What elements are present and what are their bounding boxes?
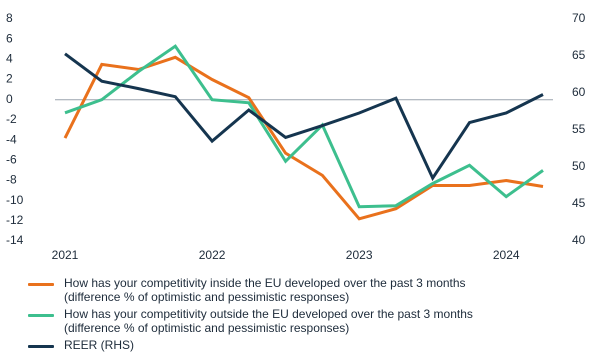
legend-label-inside-eu: How has your competitivity inside the EU… xyxy=(64,276,466,304)
y-left-tick-label: -10 xyxy=(6,193,24,207)
legend-item-outside-eu: How has your competitivity outside the E… xyxy=(28,307,594,335)
y-right-tick-label: 40 xyxy=(572,233,586,247)
legend-swatch-inside-eu xyxy=(28,283,54,286)
y-left-axis: 8 6 4 2 0 -2 -4 -6 -8 -10 -12 -14 xyxy=(6,11,24,247)
y-right-tick-label: 50 xyxy=(572,159,586,173)
series-line-inside-eu xyxy=(63,55,544,221)
legend-item-inside-eu: How has your competitivity inside the EU… xyxy=(28,276,594,304)
y-right-tick-label: 60 xyxy=(572,85,586,99)
y-left-tick-label: -4 xyxy=(6,132,17,146)
x-tick-label: 2024 xyxy=(493,248,520,262)
y-left-tick-label: 4 xyxy=(6,52,13,66)
x-axis: 2021 2022 2023 2024 xyxy=(52,248,520,262)
legend-swatch-reer xyxy=(28,345,54,348)
y-left-tick-label: 6 xyxy=(6,31,13,45)
y-left-tick-label: 8 xyxy=(6,11,13,25)
y-left-tick-label: 0 xyxy=(6,92,13,106)
x-tick-label: 2023 xyxy=(346,248,373,262)
chart-area: 8 6 4 2 0 -2 -4 -6 -8 -10 -12 -14 70 65 60 55 50 45 40 20… xyxy=(6,11,586,262)
y-right-tick-label: 70 xyxy=(572,11,586,25)
series-line-reer xyxy=(64,52,544,182)
y-right-tick-label: 45 xyxy=(572,196,586,210)
y-right-tick-label: 55 xyxy=(572,122,586,136)
legend-label-reer: REER (RHS) xyxy=(64,338,135,352)
legend-item-reer: REER (RHS) xyxy=(28,338,594,352)
legend-label-outside-eu: How has your competitivity outside the E… xyxy=(64,307,473,335)
legend-swatch-outside-eu xyxy=(28,314,54,317)
series-lines xyxy=(63,44,544,221)
x-tick-label: 2022 xyxy=(199,248,226,262)
y-right-axis: 70 65 60 55 50 45 40 xyxy=(572,11,586,247)
y-left-tick-label: -8 xyxy=(6,173,17,187)
y-left-tick-label: -12 xyxy=(6,213,24,227)
y-left-tick-label: -14 xyxy=(6,233,24,247)
y-left-tick-label: 2 xyxy=(6,72,13,86)
legend: How has your competitivity inside the EU… xyxy=(28,276,594,355)
y-right-tick-label: 65 xyxy=(572,48,586,62)
y-left-tick-label: -6 xyxy=(6,152,17,166)
y-left-tick-label: -2 xyxy=(6,112,17,126)
series-line-outside-eu xyxy=(64,44,544,209)
x-tick-label: 2021 xyxy=(52,248,79,262)
